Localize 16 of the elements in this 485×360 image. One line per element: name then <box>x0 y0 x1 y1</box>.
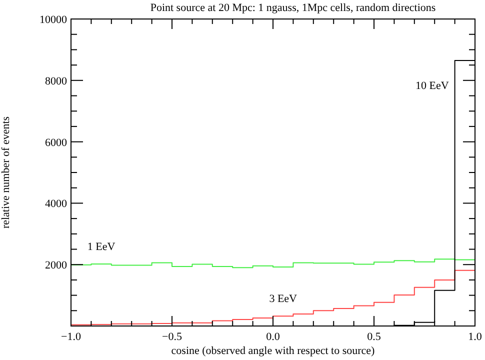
series-label: 1 EeV <box>87 240 116 253</box>
y-tick-label: 2000 <box>45 260 68 272</box>
y-axis-title: relative number of events <box>0 116 12 229</box>
x-tick-label: 0.0 <box>266 331 280 343</box>
x-tick-label: 0.5 <box>367 331 382 343</box>
x-tick-label: −1.0 <box>61 331 82 343</box>
x-axis-title: cosine (observed angle with respect to source) <box>171 345 376 357</box>
y-tick-label: 4000 <box>45 198 68 210</box>
legend-label: 10 EeV <box>416 80 449 92</box>
y-tick-label: 6000 <box>45 136 68 149</box>
x-tick-label: 1.0 <box>468 331 482 343</box>
y-tick-label: 10000 <box>40 14 68 26</box>
y-tick-label: 8000 <box>45 75 68 88</box>
chart-title: Point source at 20 Mpc: 1 ngauss, 1Mpc cells, random directions <box>150 2 436 14</box>
x-tick-label: −0.5 <box>162 331 182 343</box>
series-label: 3 EeV <box>269 293 298 306</box>
